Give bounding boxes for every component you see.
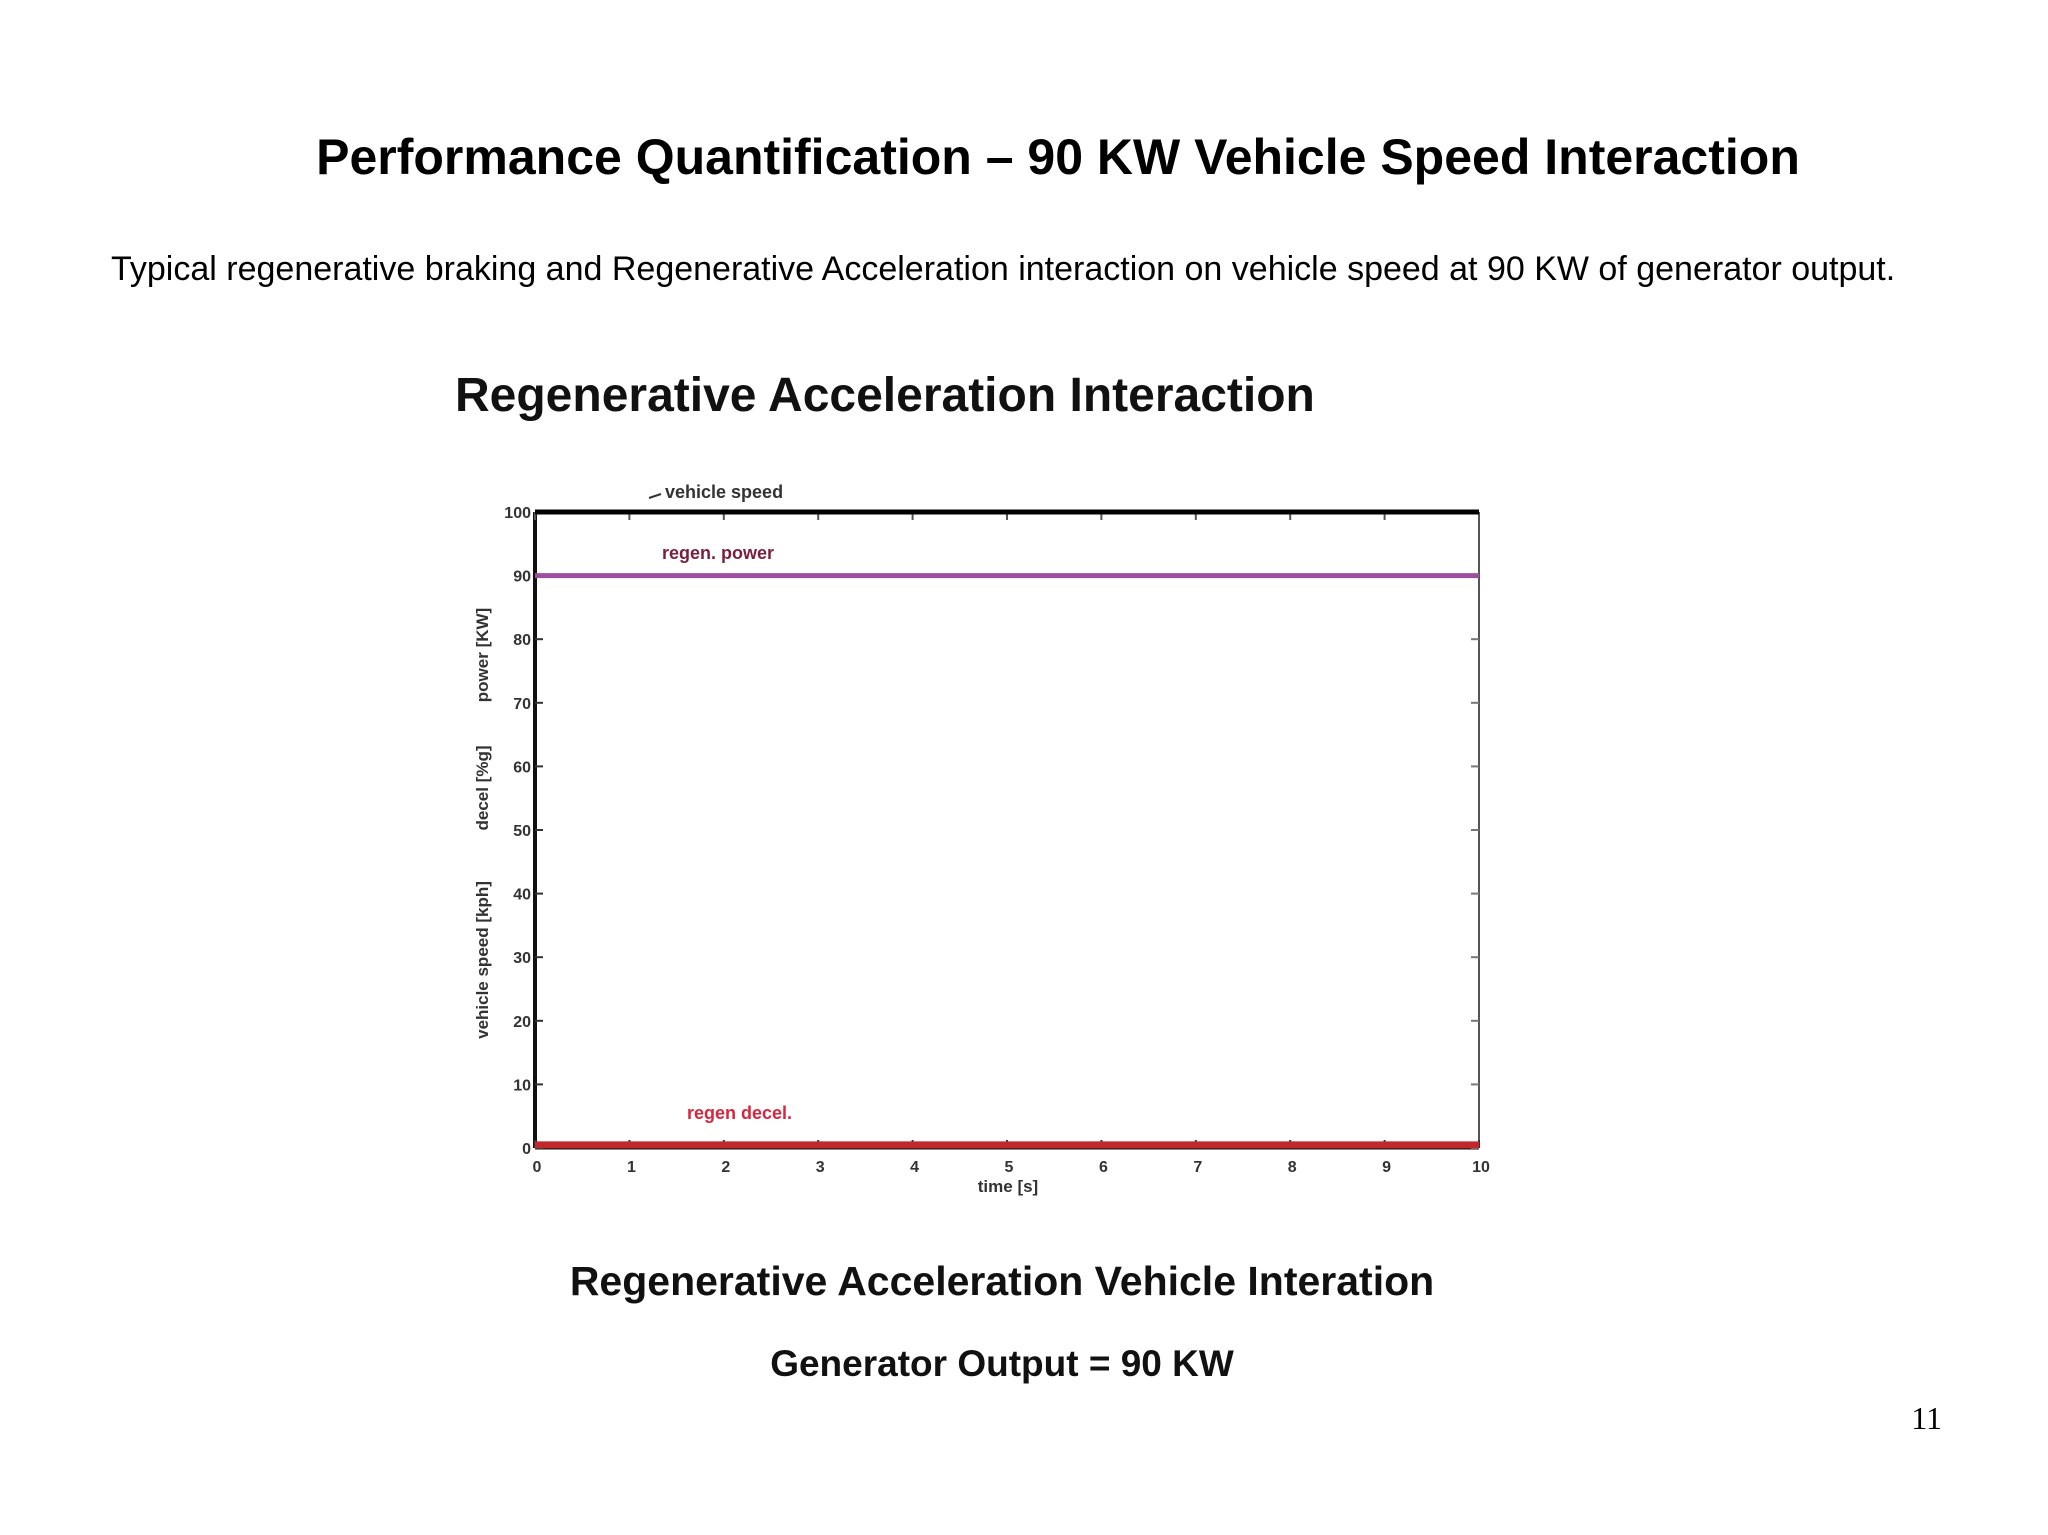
x-tick-label: 4 — [910, 1159, 919, 1176]
annotation-regen-power: regen. power — [662, 543, 774, 563]
y-tick-label: 90 — [513, 569, 531, 586]
x-tick-label: 5 — [1005, 1159, 1014, 1176]
x-tick-label: 7 — [1193, 1159, 1202, 1176]
y-tick-label: 50 — [513, 823, 531, 840]
figure-caption: Regenerative Acceleration Vehicle Intera… — [569, 1258, 1435, 1304]
y-axis-label-power: power [KW] — [473, 608, 492, 702]
y-tick-label: 80 — [513, 632, 531, 649]
page-number: 11 — [1911, 1400, 1942, 1436]
y-axis-label-speed: vehicle speed [kph] — [473, 881, 492, 1039]
annotation-vehicle-speed-pointer — [648, 493, 662, 499]
generator-output-caption: Generator Output = 90 KW — [770, 1343, 1234, 1384]
x-tick-label: 8 — [1288, 1159, 1297, 1176]
y-tick-label: 40 — [513, 887, 531, 904]
y-tick-label: 70 — [513, 696, 531, 713]
y-tick-label: 10 — [513, 1077, 531, 1094]
x-tick-label: 6 — [1099, 1159, 1108, 1176]
x-tick-label: 2 — [721, 1159, 730, 1176]
slide-title: Performance Quantification – 90 KW Vehic… — [316, 129, 1800, 185]
x-tick-label: 9 — [1382, 1159, 1391, 1176]
annotation-vehicle-speed: vehicle speed — [665, 482, 783, 502]
y-axis-label-decel: decel [%g] — [473, 745, 492, 830]
annotation-regen-decel: regen decel. — [687, 1103, 792, 1123]
y-tick-label: 60 — [513, 759, 531, 776]
x-tick-label: 10 — [1472, 1159, 1490, 1176]
y-tick-label: 0 — [522, 1141, 531, 1158]
y-tick-label: 20 — [513, 1014, 531, 1031]
x-tick-label: 1 — [627, 1159, 636, 1176]
x-tick-label: 3 — [816, 1159, 825, 1176]
y-axis-labels: power [KW] decel [%g] vehicle speed [kph… — [473, 608, 492, 1039]
x-tick-label: 0 — [533, 1159, 542, 1176]
slide-description: Typical regenerative braking and Regener… — [111, 250, 1896, 288]
x-axis-label: time [s] — [978, 1177, 1038, 1196]
chart: power [KW] decel [%g] vehicle speed [kph… — [473, 482, 1490, 1196]
chart-title: Regenerative Acceleration Interaction — [455, 369, 1315, 422]
y-tick-label: 100 — [504, 505, 531, 522]
y-tick-label: 30 — [513, 950, 531, 967]
